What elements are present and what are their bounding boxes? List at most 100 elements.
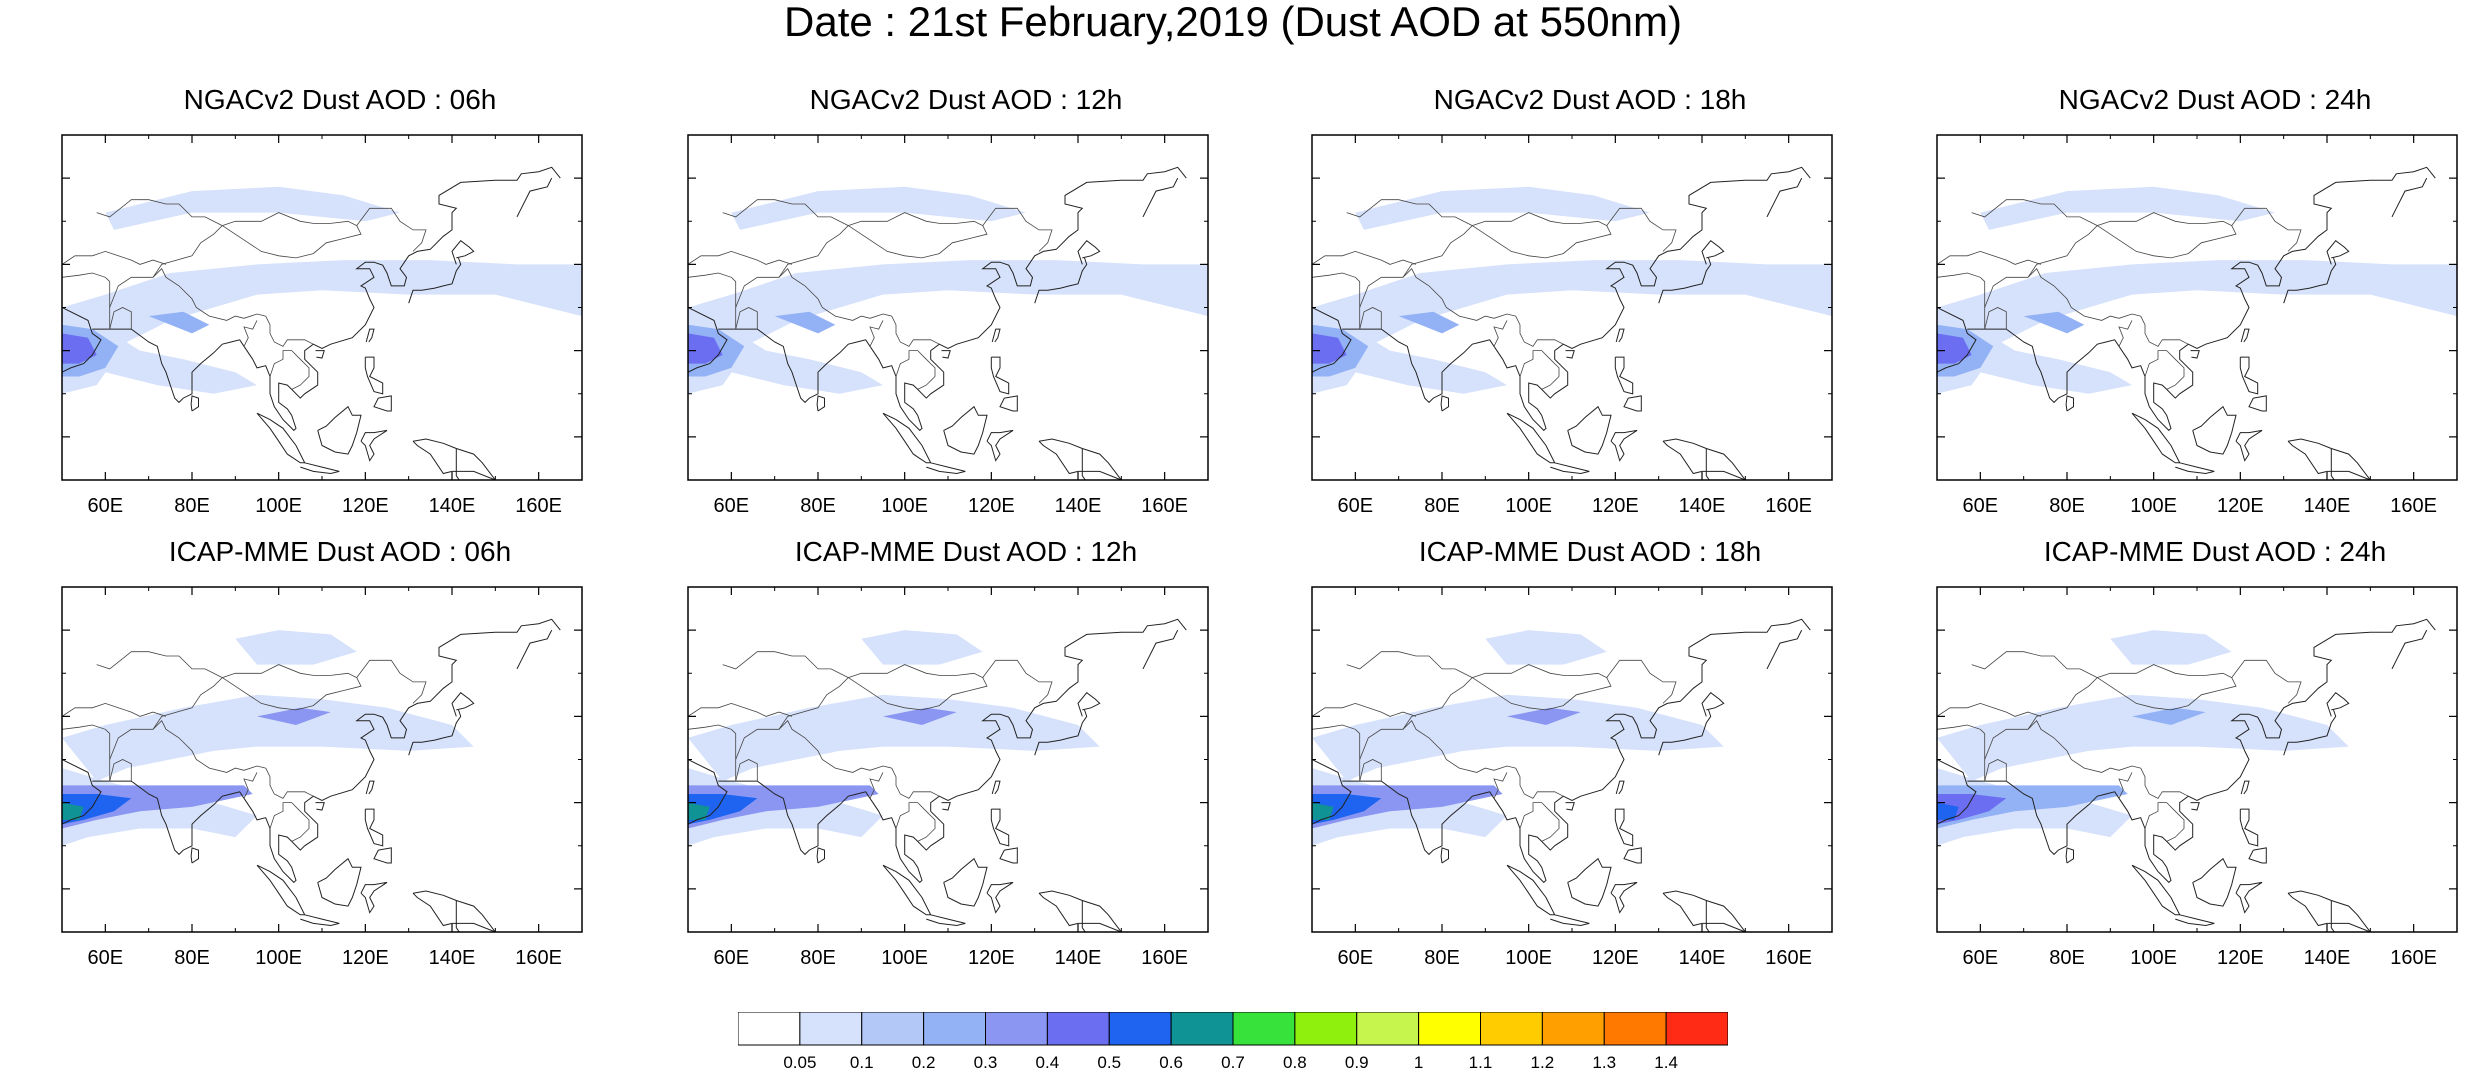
coastline	[816, 395, 825, 412]
lon-tick-label: 80E	[1424, 495, 1460, 517]
coastline	[2283, 709, 2337, 756]
colorbar-bin	[1232, 1012, 1296, 1046]
coastline	[2248, 395, 2267, 412]
dust-aod-area	[688, 260, 1208, 394]
panel-title: NGACv2 Dust AOD : 12h	[809, 84, 1123, 115]
coastline	[943, 405, 988, 455]
country-border	[1515, 315, 1564, 347]
colorbar-bin	[861, 1012, 925, 1046]
lon-tick-label: 120E	[1592, 947, 1639, 969]
coastline	[1701, 692, 1725, 717]
coastline	[999, 847, 1018, 864]
lon-tick-label: 160E	[515, 947, 562, 969]
map-frame: 60N40N20N060E80E100E120E140E160E	[1311, 134, 1833, 517]
country-border	[1971, 651, 2098, 678]
colorbar-label: 0.1	[850, 1053, 874, 1072]
dust-aod-area	[62, 260, 582, 394]
coastline	[373, 395, 392, 412]
lon-tick-label: 100E	[1505, 947, 1552, 969]
country-border	[735, 759, 758, 782]
coastline	[816, 847, 825, 864]
coastline	[2192, 405, 2237, 455]
lon-tick-label: 140E	[1055, 947, 1102, 969]
coastline	[1550, 914, 1590, 927]
coastline	[2235, 429, 2263, 462]
coastline	[941, 802, 951, 811]
coastline	[2330, 448, 2335, 480]
lon-tick-label: 80E	[1424, 947, 1460, 969]
coastline	[688, 307, 728, 373]
country-border	[1493, 320, 1508, 347]
lon-tick-label: 100E	[1505, 495, 1552, 517]
map-frame: 60N40N20N060E80E100E120E140E160E	[687, 586, 1209, 969]
lon-tick-label: 140E	[2304, 947, 2351, 969]
country-border	[2140, 767, 2189, 799]
country-border	[62, 702, 167, 717]
dust-aod-area	[861, 630, 983, 665]
country-border	[1346, 199, 1473, 226]
coastline	[2239, 808, 2259, 847]
coastline	[1550, 462, 1590, 475]
coastline	[986, 429, 1014, 462]
dust-aod-area	[1312, 802, 1334, 820]
coastline	[1615, 328, 1625, 343]
country-border	[1493, 772, 1508, 799]
lon-tick-label: 140E	[429, 495, 476, 517]
coastline	[2240, 780, 2250, 795]
dust-aod-area	[688, 802, 710, 820]
coastline	[92, 166, 561, 432]
map-panel: ICAP-MME Dust AOD : 12h60N40N20N060E80E1…	[686, 537, 1246, 977]
country-border	[688, 724, 737, 760]
dust-aod-area	[105, 186, 401, 230]
coastline	[1662, 890, 1746, 932]
coastline	[1615, 780, 1625, 795]
coastline	[1610, 881, 1638, 914]
coastline	[926, 462, 966, 475]
country-border	[735, 268, 892, 330]
country-border	[1312, 724, 1361, 760]
coastline	[1565, 350, 1575, 359]
country-border	[1519, 350, 1560, 390]
country-border	[2027, 659, 2302, 730]
lon-tick-label: 60E	[1963, 947, 1999, 969]
country-border	[109, 720, 266, 782]
colorbar-label: 0.9	[1345, 1053, 1369, 1072]
country-border	[269, 802, 310, 842]
dust-aod-area	[62, 333, 97, 364]
coastline	[986, 881, 1014, 914]
coastline	[941, 350, 951, 359]
colorbar-label: 0.7	[1221, 1053, 1245, 1072]
coastline	[408, 709, 462, 756]
lon-tick-label: 60E	[1963, 495, 1999, 517]
country-border	[2118, 320, 2133, 347]
lon-tick-label: 80E	[800, 495, 836, 517]
coastline	[1506, 864, 1556, 916]
lon-tick-label: 120E	[968, 495, 1015, 517]
coastline	[1312, 759, 1352, 825]
coastline	[1077, 692, 1101, 717]
colorbar-bin	[923, 1012, 986, 1046]
coastline	[2131, 412, 2181, 464]
country-border	[243, 772, 258, 799]
dust-aod-area	[1485, 630, 1607, 665]
country-border	[891, 315, 940, 347]
lon-tick-label: 160E	[1141, 947, 1188, 969]
colorbar-label: 0.8	[1283, 1053, 1307, 1072]
lon-tick-label: 160E	[1765, 495, 1812, 517]
lon-tick-label: 140E	[1679, 495, 1726, 517]
dust-aod-area	[1937, 333, 1972, 364]
panel-title: NGACv2 Dust AOD : 06h	[183, 84, 497, 115]
map-panel: NGACv2 Dust AOD : 12h60N40N20N060E80E100…	[686, 85, 1246, 525]
country-border	[688, 250, 793, 265]
dust-aod-area	[1355, 186, 1650, 230]
country-border	[1937, 702, 2042, 717]
coastline	[412, 890, 496, 932]
lon-tick-label: 80E	[174, 495, 210, 517]
lon-tick-label: 100E	[2130, 947, 2177, 969]
dust-aod-area	[1398, 311, 1460, 334]
lon-tick-label: 100E	[255, 947, 302, 969]
coastline	[688, 759, 728, 825]
lon-tick-label: 60E	[714, 495, 750, 517]
country-border	[1984, 268, 2141, 330]
colorbar-bin	[1046, 1012, 1110, 1046]
